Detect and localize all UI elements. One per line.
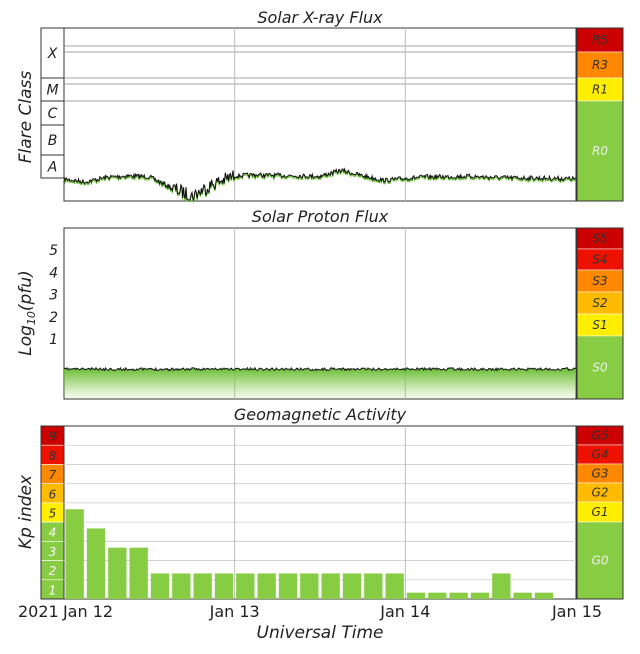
proton-area bbox=[64, 367, 576, 399]
geo-grid bbox=[64, 426, 576, 599]
kp-level-label: 2 bbox=[49, 564, 57, 578]
xray-label-r5: R5 bbox=[592, 33, 608, 47]
xray-level-r3 bbox=[576, 51, 624, 79]
kp-bar bbox=[86, 528, 106, 599]
proton-line bbox=[63, 366, 577, 372]
geo-ylabel: Kp index bbox=[16, 474, 36, 549]
kp-level-label: 3 bbox=[49, 545, 57, 559]
proton-ylabel: Log10(pfu) bbox=[16, 270, 38, 356]
kp-bar bbox=[534, 592, 554, 599]
proton-scale-frame bbox=[576, 227, 624, 400]
kp-bar bbox=[406, 592, 426, 599]
kp-level-label: 4 bbox=[49, 526, 57, 540]
proton-label-s0: S0 bbox=[592, 361, 608, 375]
xray-class-label: C bbox=[48, 106, 58, 122]
xray-ylabel: Flare Class bbox=[16, 71, 36, 164]
xray-label-r3: R3 bbox=[592, 58, 608, 72]
xray-class-label: M bbox=[46, 83, 58, 99]
kp-bar bbox=[150, 573, 170, 599]
geo-title: Geomagnetic Activity bbox=[234, 405, 407, 424]
kp-level-label: 5 bbox=[49, 507, 57, 521]
kp-bar bbox=[513, 592, 532, 599]
x-tick-label: Jan 14 bbox=[379, 602, 430, 621]
proton-ytick-label: 4 bbox=[49, 265, 58, 281]
geo-label-g4: G4 bbox=[592, 448, 609, 462]
geo-label-g0: G0 bbox=[592, 554, 609, 568]
geo-scale-frame bbox=[576, 425, 624, 600]
xray-label-r0: R0 bbox=[592, 144, 608, 158]
kp-bar bbox=[449, 592, 468, 599]
xray-label-r1: R1 bbox=[592, 83, 608, 97]
kp-bar bbox=[428, 592, 447, 599]
geo-label-g3: G3 bbox=[592, 467, 609, 481]
x-tick-label: Jan 15 bbox=[551, 602, 602, 621]
proton-title: Solar Proton Flux bbox=[252, 207, 389, 226]
xray-long-series bbox=[63, 168, 577, 204]
xray-title: Solar X-ray Flux bbox=[257, 8, 383, 27]
proton-label-s1: S1 bbox=[592, 318, 607, 332]
kp-bar bbox=[172, 573, 191, 599]
kp-bar bbox=[214, 573, 234, 599]
kp-bar bbox=[65, 509, 84, 599]
xray-short-series bbox=[63, 167, 577, 202]
proton-s-scale: S5 S4 S3 S2 S1 S0 bbox=[576, 227, 624, 400]
xray-plot-area bbox=[63, 27, 577, 202]
xray-class-label: B bbox=[48, 133, 58, 149]
kp-level-scale: 9 8 7 6 5 4 3 2 1 bbox=[40, 425, 65, 600]
kp-bars bbox=[65, 509, 554, 599]
geo-label-g2: G2 bbox=[592, 486, 609, 500]
kp-bar bbox=[385, 573, 404, 599]
proton-label-s4: S4 bbox=[592, 253, 607, 267]
kp-level-label: 8 bbox=[49, 449, 57, 463]
proton-label-s2: S2 bbox=[592, 296, 607, 310]
kp-bar bbox=[236, 573, 255, 599]
kp-bar bbox=[257, 573, 276, 599]
proton-ytick-label: 5 bbox=[49, 243, 58, 259]
xray-grid bbox=[64, 28, 576, 201]
proton-level-s0 bbox=[576, 335, 624, 400]
geo-plot-area bbox=[63, 425, 577, 600]
kp-bar bbox=[108, 547, 127, 599]
geo-g-scale: G5 G4 G3 G2 G1 G0 bbox=[576, 425, 624, 600]
proton-ytick-label: 2 bbox=[49, 310, 58, 326]
kp-bar bbox=[129, 547, 148, 599]
kp-bar bbox=[364, 573, 383, 599]
xray-level-r5 bbox=[576, 27, 624, 53]
x-tick-label: Jan 13 bbox=[209, 602, 260, 621]
kp-bar bbox=[278, 573, 298, 599]
x-axis-label: Universal Time bbox=[257, 623, 384, 643]
geo-label-g5: G5 bbox=[592, 429, 609, 443]
x-tick-label: Jan 12 bbox=[62, 602, 113, 621]
kp-bar bbox=[470, 592, 490, 599]
x-axis-year: 2021 bbox=[18, 602, 59, 621]
kp-bar bbox=[321, 573, 340, 599]
proton-label-s3: S3 bbox=[592, 274, 607, 288]
kp-level-label: 6 bbox=[49, 487, 57, 501]
proton-series bbox=[63, 366, 577, 399]
xray-series bbox=[63, 167, 577, 204]
proton-y-ticks: 5 4 3 2 1 bbox=[49, 243, 58, 348]
xray-r-scale: R5 R3 R1 R0 bbox=[576, 27, 624, 202]
xray-scale-frame bbox=[576, 27, 624, 202]
kp-level-label: 1 bbox=[49, 583, 57, 597]
x-axis-ticks: Jan 12 Jan 13 Jan 14 Jan 15 bbox=[62, 602, 602, 621]
xray-class-label: A bbox=[47, 160, 58, 176]
geo-label-g1: G1 bbox=[592, 505, 609, 519]
xray-class-label: X bbox=[47, 46, 58, 62]
proton-label-s5: S5 bbox=[592, 232, 607, 246]
kp-bar bbox=[193, 573, 212, 599]
kp-bar bbox=[492, 573, 511, 599]
proton-ytick-label: 1 bbox=[49, 332, 58, 348]
kp-bar bbox=[342, 573, 362, 599]
kp-level-label: 9 bbox=[49, 430, 57, 444]
proton-ytick-label: 3 bbox=[49, 288, 58, 304]
kp-level-label: 7 bbox=[49, 468, 57, 482]
kp-bar bbox=[300, 573, 319, 599]
